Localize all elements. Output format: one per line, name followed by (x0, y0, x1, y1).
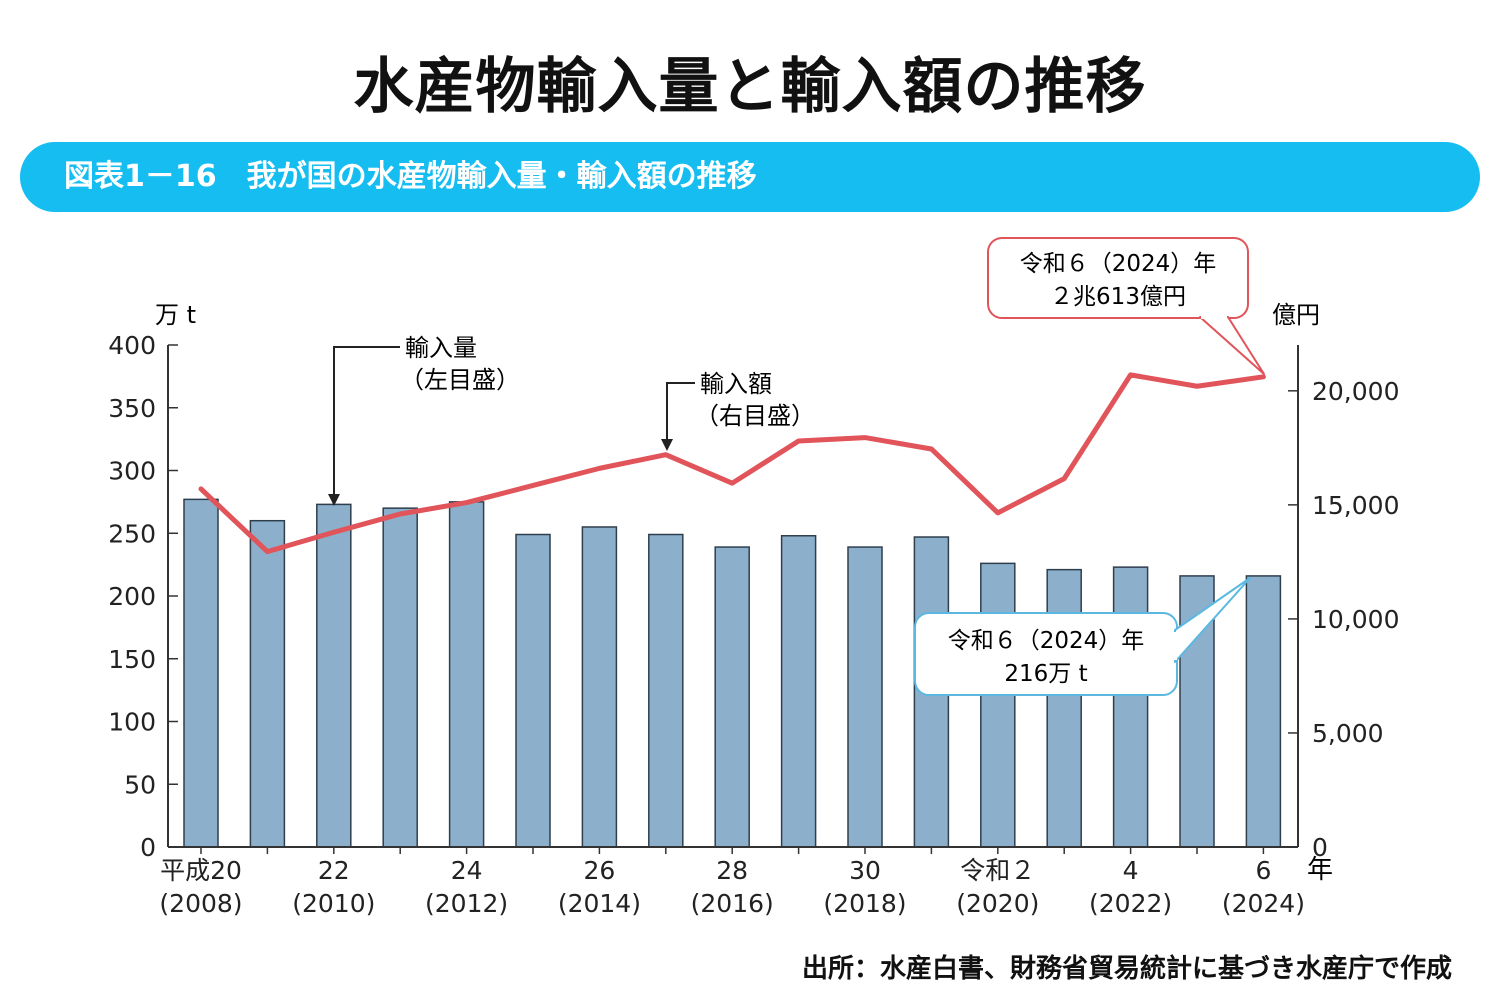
right-tick-label: 0 (1312, 833, 1328, 862)
x-tick-label: 26 (583, 856, 615, 885)
callout-value-line2: ２兆613億円 (1050, 284, 1186, 310)
left-tick-label: 50 (124, 770, 156, 799)
x-tick-label: 30 (849, 856, 881, 885)
bar-2011 (382, 507, 418, 848)
bar-2021 (1046, 568, 1082, 848)
bar-2018 (847, 546, 883, 848)
import-value-line (198, 372, 1266, 555)
left-axis-unit: 万 t (155, 301, 196, 329)
bars-layer (183, 374, 1282, 848)
left-tick-label: 350 (108, 394, 156, 423)
x-tick-sublabel: (2014) (558, 889, 641, 918)
bar-2014 (581, 526, 618, 848)
volume-label-line1: 輸入量 (405, 334, 477, 362)
callout-volume-line2: 216万 t (1004, 661, 1087, 687)
left-tick-label: 150 (108, 645, 156, 674)
x-tick-sublabel: (2022) (1089, 889, 1172, 918)
axes-layer: 0 50 100 150 200 250 300 350 400 0 5,000 10,000 15,0… (108, 331, 1399, 918)
bar-2012 (448, 501, 485, 848)
left-tick-label: 0 (140, 833, 156, 862)
callout-value-line1: 令和６（2024）年 (1020, 251, 1217, 277)
right-tick-label: 5,000 (1312, 719, 1384, 748)
bar-2017 (780, 535, 817, 848)
x-axis-unit: 年 (1307, 855, 1333, 885)
bar-2013 (515, 533, 551, 848)
figure-caption: 図表1－16 我が国の水産物輸入量・輸入額の推移 (64, 159, 757, 194)
bar-2022 (1112, 566, 1149, 848)
bar-2024 (1245, 575, 1282, 848)
value-label-line2: （右目盛） (695, 402, 815, 430)
left-tick-label: 400 (108, 331, 156, 360)
bar-2016 (714, 546, 750, 848)
x-tick-label: 平成20 (160, 856, 242, 885)
x-tick-sublabel: (2010) (292, 889, 375, 918)
value-label-leader (666, 382, 695, 447)
volume-series-label: 輸入量 （左目盛） (328, 334, 520, 506)
x-tick-sublabel: (2016) (691, 889, 774, 918)
left-tick-label: 100 (108, 708, 156, 737)
value-series-label: 輸入額 （右目盛） (661, 370, 815, 451)
x-tick-sublabel: (2024) (1222, 889, 1305, 918)
x-tick-label: 24 (451, 856, 483, 885)
value-label-arrowhead (661, 439, 673, 451)
value-label-line1: 輸入額 (700, 370, 772, 398)
volume-label-arrowhead (328, 494, 340, 506)
x-tick-sublabel: (2012) (425, 889, 508, 918)
callout-volume-line1: 令和６（2024）年 (948, 628, 1145, 654)
bar-2015 (648, 533, 684, 848)
x-tick-sublabel: (2018) (823, 889, 906, 918)
bar-2008 (183, 498, 219, 848)
right-tick-label: 20,000 (1312, 377, 1399, 406)
callout-value-box (987, 237, 1249, 319)
figure-caption-banner: 図表1－16 我が国の水産物輸入量・輸入額の推移 (20, 142, 1480, 212)
volume-label-leader (333, 346, 400, 502)
left-tick-label: 200 (108, 582, 156, 611)
bar-2009 (249, 519, 286, 848)
x-tick-label: 22 (318, 856, 350, 885)
x-tick-label: 28 (716, 856, 748, 885)
callout-value-tail (1199, 316, 1265, 375)
x-tick-sublabel: (2020) (956, 889, 1039, 918)
x-tick-sublabel: (2008) (159, 889, 242, 918)
left-tick-label: 250 (108, 519, 156, 548)
page-title: 水産物輸入量と輸入額の推移 (353, 52, 1147, 122)
callout-import-volume-2024: 令和６（2024）年 216万 t (914, 577, 1251, 696)
x-tick-label: 4 (1123, 856, 1139, 885)
right-tick-label: 10,000 (1312, 605, 1399, 634)
right-axis-unit: 億円 (1272, 301, 1320, 329)
left-tick-label: 300 (108, 457, 156, 486)
source-note: 出所：水産白書、財務省貿易統計に基づき水産庁で作成 (801, 954, 1452, 984)
bar-2020 (980, 562, 1016, 848)
callout-import-value-2024: 令和６（2024）年 ２兆613億円 (987, 237, 1265, 375)
volume-label-line2: （左目盛） (400, 366, 520, 394)
x-tick-label: 令和２ (960, 856, 1035, 885)
x-tick-label: 6 (1255, 856, 1271, 885)
right-tick-label: 15,000 (1312, 491, 1399, 520)
bar-2010 (316, 503, 352, 848)
